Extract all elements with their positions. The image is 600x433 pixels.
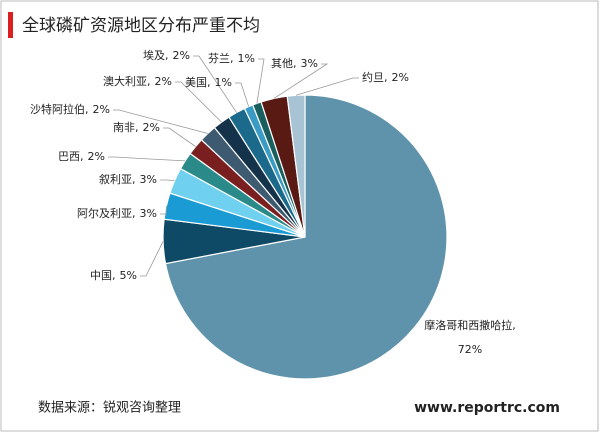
label-separator: ,	[132, 173, 136, 186]
leader-line	[235, 82, 249, 107]
label-category: 约旦	[362, 71, 384, 84]
label-category: 中国	[90, 269, 112, 282]
label-category: 美国	[185, 76, 207, 89]
label-value: 3%	[140, 207, 157, 220]
label-value: 3%	[140, 173, 157, 186]
data-label: 其他, 3%	[271, 57, 318, 70]
label-category: 沙特阿拉伯	[30, 102, 85, 116]
label-separator: ,	[512, 319, 516, 332]
label-category: 埃及	[143, 48, 165, 62]
label-value: 5%	[120, 269, 137, 282]
label-value: 2%	[173, 49, 190, 62]
label-separator: ,	[230, 52, 234, 65]
label-separator: ,	[135, 121, 139, 134]
label-value: 2%	[155, 75, 172, 88]
data-label: 南非, 2%	[113, 121, 160, 134]
label-value: 2%	[143, 121, 160, 134]
leader-line	[295, 77, 359, 96]
title-accent	[8, 12, 13, 38]
data-label: 沙特阿拉伯, 2%	[30, 102, 110, 116]
leader-line	[160, 206, 167, 215]
label-separator: ,	[85, 103, 89, 116]
leader-line	[273, 63, 329, 99]
data-label: 澳大利亚, 2%	[103, 74, 172, 88]
label-separator: ,	[132, 207, 136, 220]
data-label: 摩洛哥和西撒哈拉, 72%	[424, 318, 516, 356]
label-separator: ,	[80, 150, 84, 163]
leader-line	[140, 241, 164, 277]
leader-line	[163, 127, 196, 147]
label-category: 芬兰	[208, 52, 230, 65]
label-value: 2%	[88, 150, 105, 163]
label-category: 巴西	[58, 150, 80, 163]
label-separator: ,	[207, 76, 211, 89]
data-label: 中国, 5%	[90, 269, 137, 282]
data-label: 埃及, 2%	[143, 48, 190, 62]
label-value: 1%	[215, 76, 232, 89]
data-label: 芬兰, 1%	[208, 52, 255, 65]
leader-line	[113, 109, 208, 134]
label-category: 摩洛哥和西撒哈拉	[424, 318, 512, 332]
label-category: 南非	[113, 121, 135, 134]
leader-line	[175, 81, 222, 123]
label-value: 72%	[458, 343, 482, 356]
chart-title: 全球磷矿资源地区分布严重不均	[22, 16, 260, 36]
leader-line	[193, 55, 237, 113]
label-separator: ,	[165, 49, 169, 62]
label-separator: ,	[112, 269, 116, 282]
label-value: 3%	[301, 57, 318, 70]
data-label: 巴西, 2%	[58, 150, 105, 163]
source-note: 数据来源：锐观咨询整理	[38, 401, 181, 416]
label-category: 澳大利亚	[103, 74, 147, 88]
label-category: 阿尔及利亚	[77, 207, 132, 220]
label-value: 2%	[93, 103, 110, 116]
label-category: 叙利亚	[99, 172, 132, 186]
data-label: 叙利亚, 3%	[99, 172, 157, 186]
data-label: 约旦, 2%	[362, 71, 409, 84]
data-label: 美国, 1%	[185, 76, 232, 89]
label-separator: ,	[147, 75, 151, 88]
leader-line	[108, 156, 186, 162]
label-separator: ,	[293, 57, 297, 70]
label-value: 2%	[392, 71, 409, 84]
leader-line	[256, 58, 265, 104]
label-category: 其他	[271, 57, 293, 70]
data-label: 阿尔及利亚, 3%	[77, 207, 157, 220]
label-separator: ,	[384, 71, 388, 84]
pie-slice	[164, 94, 448, 380]
leader-line	[160, 179, 175, 182]
label-value: 1%	[238, 52, 255, 65]
website: www.reportrc.com	[414, 400, 560, 416]
